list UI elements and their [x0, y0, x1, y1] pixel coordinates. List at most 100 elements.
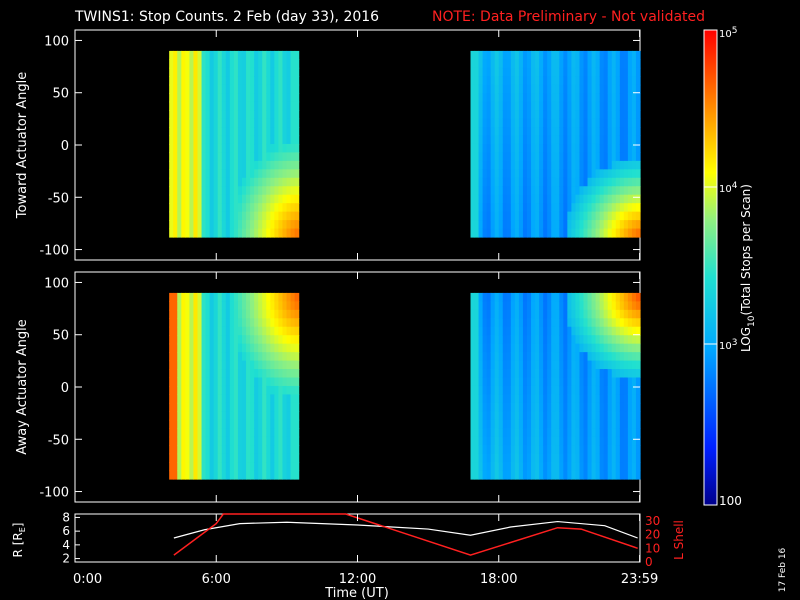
heatmap-cell: [233, 453, 239, 463]
heatmap-cell: [567, 194, 572, 204]
heatmap-cell: [246, 152, 251, 162]
heatmap-cell: [579, 436, 585, 446]
heatmap-cell: [599, 377, 605, 387]
heatmap-cell: [571, 101, 577, 111]
heatmap-cell: [246, 326, 251, 336]
heatmap-cell: [169, 335, 174, 345]
heatmap-cell: [294, 152, 300, 162]
heatmap-cell: [237, 436, 243, 446]
heatmap-cell: [217, 67, 223, 77]
heatmap-cell: [635, 84, 641, 94]
heatmap-cell: [294, 377, 300, 387]
heatmap-cell: [254, 301, 259, 311]
heatmap-cell: [543, 67, 548, 77]
heatmap-cell: [266, 462, 271, 472]
heatmap-cell: [518, 127, 524, 137]
heatmap-cell: [274, 309, 280, 319]
heatmap-cell: [514, 419, 520, 429]
heatmap-cell: [246, 385, 251, 396]
heatmap-cell: [595, 292, 601, 302]
colorbar: [703, 29, 718, 506]
heatmap-cell: [607, 101, 613, 111]
heatmap-cell: [262, 453, 267, 463]
heatmap-cell: [258, 411, 263, 421]
heatmap-cell: [591, 462, 597, 472]
heatmap-cell: [595, 67, 601, 77]
heatmap-cell: [611, 428, 617, 438]
heatmap-cell: [535, 377, 540, 387]
heatmap-cell: [587, 453, 593, 463]
heatmap-cell: [173, 335, 178, 345]
heatmap-cell: [241, 385, 247, 396]
heatmap-cell: [623, 101, 629, 111]
heatmap-cell: [189, 453, 195, 463]
heatmap-cell: [535, 186, 540, 196]
heatmap-cell: [181, 50, 186, 60]
heatmap-cell: [527, 101, 532, 111]
heatmap-cell: [197, 67, 203, 77]
heatmap-cell: [567, 301, 572, 311]
heatmap-cell: [619, 203, 625, 213]
heatmap-cell: [543, 360, 548, 370]
heatmap-cell: [189, 101, 195, 111]
heatmap-cell: [498, 127, 504, 137]
heatmap-cell: [177, 292, 182, 302]
heatmap-cell: [607, 152, 613, 162]
heatmap-cell: [567, 220, 572, 230]
heatmap-cell: [615, 343, 621, 353]
heatmap-cell: [567, 462, 572, 472]
heatmap-cell: [563, 385, 568, 396]
heatmap-cell: [177, 309, 182, 319]
heatmap-cell: [233, 402, 239, 412]
heatmap-cell: [177, 385, 182, 396]
heatmap-cell: [474, 110, 480, 120]
heatmap-cell: [607, 76, 613, 86]
angle-tick-label: 100: [44, 276, 69, 291]
heatmap-cell: [246, 220, 251, 230]
heatmap-cell: [173, 211, 178, 221]
heatmap-cell: [559, 470, 564, 480]
heatmap-cell: [169, 84, 174, 94]
heatmap-cell: [579, 186, 585, 196]
heatmap-cell: [502, 411, 508, 421]
heatmap-cell: [571, 50, 577, 60]
heatmap-cell: [241, 177, 247, 187]
heatmap-cell: [603, 203, 609, 213]
heatmap-cell: [535, 343, 540, 353]
heatmap-cell: [559, 453, 564, 463]
heatmap-cell: [254, 59, 259, 69]
heatmap-cell: [169, 369, 174, 379]
heatmap-cell: [470, 419, 476, 429]
heatmap-cell: [225, 394, 231, 404]
heatmap-cell: [506, 402, 512, 412]
heatmap-cell: [294, 169, 300, 179]
heatmap-cell: [486, 394, 492, 404]
heatmap-cell: [522, 143, 528, 154]
heatmap-cell: [470, 360, 476, 370]
heatmap-cell: [185, 385, 190, 396]
heatmap-cell: [193, 135, 199, 145]
heatmap-cell: [290, 462, 296, 472]
heatmap-cell: [278, 118, 284, 128]
heatmap-cell: [470, 76, 476, 86]
heatmap-cell: [189, 67, 195, 77]
heatmap-cell: [470, 394, 476, 404]
heatmap-cell: [502, 93, 508, 103]
heatmap-cell: [181, 335, 186, 345]
heatmap-cell: [229, 50, 235, 60]
heatmap-cell: [221, 110, 227, 120]
heatmap-cell: [591, 67, 597, 77]
time-axis-ticks: 0:00 6:00 12:00 18:00 23:59: [73, 30, 658, 587]
heatmap-cell: [591, 343, 597, 353]
heatmap-cell: [258, 194, 263, 204]
heatmap-cell: [518, 194, 524, 204]
heatmap-cell: [551, 59, 556, 69]
heatmap-cell: [623, 292, 629, 302]
heatmap-cell: [583, 462, 589, 472]
heatmap-cell: [498, 402, 504, 412]
heatmap-cell: [539, 228, 544, 238]
heatmap-cell: [282, 301, 288, 311]
heatmap-cell: [270, 84, 275, 94]
heatmap-cell: [603, 169, 609, 179]
heatmap-cell: [197, 411, 203, 421]
